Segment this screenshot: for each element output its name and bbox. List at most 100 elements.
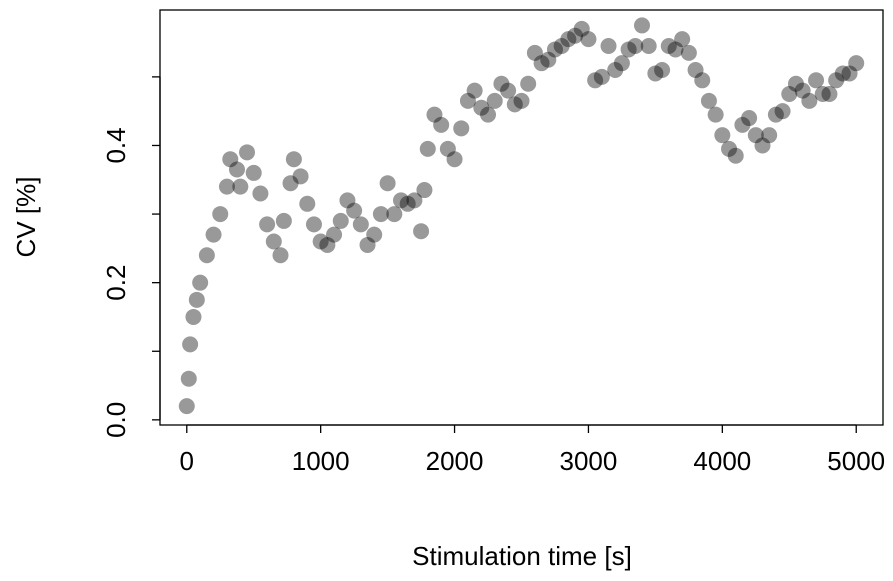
data-point <box>687 62 704 79</box>
data-point <box>372 206 389 223</box>
y-tick-label: 0.2 <box>101 265 131 301</box>
data-point <box>275 212 292 229</box>
data-point <box>640 38 657 55</box>
data-point <box>607 62 624 79</box>
data-point <box>660 38 677 55</box>
data-point <box>339 192 356 209</box>
data-point <box>540 51 557 68</box>
data-point <box>647 65 664 82</box>
data-point <box>526 44 543 61</box>
x-axis-title: Stimulation time [s] <box>412 541 632 571</box>
data-point <box>787 75 804 92</box>
data-point <box>285 151 302 168</box>
data-point <box>808 72 825 89</box>
data-point <box>352 216 369 233</box>
data-point <box>222 151 239 168</box>
data-point <box>486 92 503 109</box>
data-point <box>560 31 577 48</box>
data-point <box>419 140 436 157</box>
data-point <box>781 86 798 103</box>
data-point <box>674 31 691 48</box>
data-point <box>654 62 671 79</box>
data-point <box>413 223 430 240</box>
data-point <box>252 185 269 202</box>
data-point <box>466 82 483 99</box>
data-point <box>667 41 684 58</box>
data-point <box>433 116 450 133</box>
data-point <box>386 206 403 223</box>
data-point <box>366 226 383 243</box>
data-point <box>416 182 433 199</box>
x-tick-label: 5000 <box>827 446 885 476</box>
data-point <box>734 116 751 133</box>
data-point <box>828 72 845 89</box>
data-point <box>573 20 590 37</box>
data-point <box>821 86 838 103</box>
data-point <box>299 195 316 212</box>
data-point <box>754 137 771 154</box>
data-point <box>393 192 409 209</box>
data-point <box>774 103 791 120</box>
data-point <box>259 216 276 233</box>
x-tick-label: 2000 <box>426 446 484 476</box>
data-point <box>228 161 245 178</box>
data-point <box>312 233 329 250</box>
data-point <box>198 247 215 264</box>
data-point <box>359 236 376 253</box>
data-point <box>192 274 209 291</box>
data-point <box>185 308 202 325</box>
data-point <box>182 336 199 353</box>
y-tick-label: 0.4 <box>101 127 131 163</box>
data-point <box>506 96 523 113</box>
data-point <box>680 44 697 61</box>
data-point <box>178 398 195 415</box>
x-tick-label: 1000 <box>292 446 350 476</box>
y-axis-title: CV [%] <box>11 177 41 258</box>
data-point <box>814 86 831 103</box>
data-point <box>694 72 711 89</box>
data-point <box>613 55 630 72</box>
data-point <box>439 140 456 157</box>
data-point <box>727 147 744 164</box>
data-point <box>332 212 349 229</box>
data-point <box>721 140 738 157</box>
data-point <box>634 17 650 34</box>
data-point <box>553 38 570 55</box>
data-point <box>265 233 282 250</box>
data-point <box>580 31 597 48</box>
data-point <box>212 206 229 223</box>
data-point <box>346 202 363 219</box>
data-point <box>406 192 423 209</box>
data-point <box>180 370 197 387</box>
data-point <box>459 92 476 109</box>
data-point <box>794 82 811 99</box>
data-point <box>761 127 778 144</box>
data-point <box>747 127 764 144</box>
data-point <box>600 38 617 55</box>
data-point <box>520 75 537 92</box>
data-point <box>493 75 510 92</box>
data-point <box>567 27 584 44</box>
data-point <box>500 82 517 99</box>
data-point <box>841 65 858 82</box>
data-point <box>319 236 336 253</box>
data-point <box>446 151 463 168</box>
data-point <box>587 72 604 89</box>
data-point <box>379 175 396 192</box>
data-point <box>218 178 235 195</box>
data-point <box>239 144 256 161</box>
data-point <box>848 55 865 72</box>
data-point <box>741 110 758 127</box>
data-point <box>627 38 644 55</box>
data-point <box>546 41 563 58</box>
data-point <box>834 65 851 82</box>
data-point <box>533 55 550 72</box>
data-point <box>473 99 490 116</box>
data-point <box>714 127 731 144</box>
data-point <box>399 195 416 212</box>
data-point <box>282 175 299 192</box>
data-point <box>305 216 322 233</box>
data-point <box>205 226 222 243</box>
data-point <box>245 164 262 181</box>
